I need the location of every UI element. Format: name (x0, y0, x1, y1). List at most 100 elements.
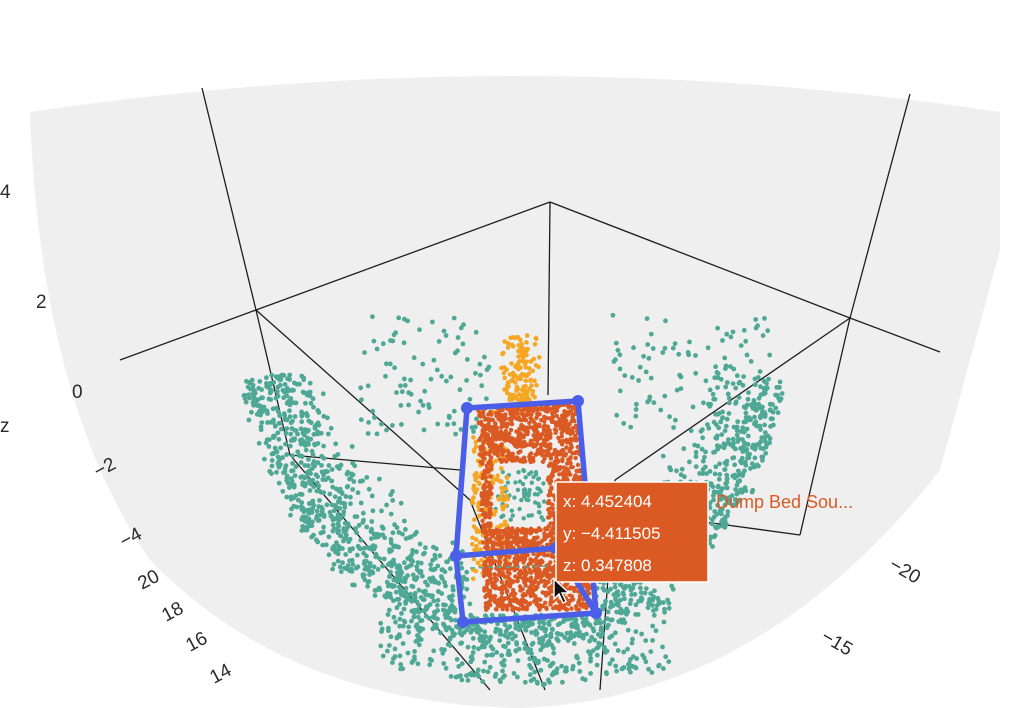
selected-object-point (575, 462, 581, 468)
background-point (645, 342, 651, 347)
background-point (391, 332, 397, 338)
background-point (269, 471, 274, 476)
background-point (421, 551, 426, 557)
background-point (740, 449, 746, 454)
background-point (298, 474, 304, 480)
background-point (767, 436, 773, 441)
background-point (470, 636, 476, 641)
background-point (477, 361, 483, 367)
background-point (343, 552, 349, 557)
selected-object-point (522, 580, 527, 585)
object-point (471, 435, 476, 440)
background-point (703, 449, 708, 455)
background-point (397, 616, 403, 622)
background-point (361, 550, 367, 556)
selected-object-point (500, 606, 505, 612)
selected-object-point (530, 539, 535, 544)
background-point (269, 458, 275, 463)
selected-object-point (573, 423, 579, 428)
selected-object-point (502, 596, 508, 601)
selected-object-point (478, 435, 483, 441)
background-point (423, 613, 429, 619)
object-point (504, 475, 510, 480)
object-point (510, 370, 516, 376)
background-point (332, 494, 338, 500)
selected-object-point (492, 426, 497, 431)
background-point (435, 580, 441, 586)
selected-object-point (564, 607, 569, 612)
background-point (431, 357, 437, 363)
background-point (749, 489, 755, 495)
background-point (758, 445, 764, 451)
selected-object-point (486, 558, 491, 563)
background-point (674, 387, 680, 393)
background-point (546, 622, 552, 628)
background-point (646, 666, 651, 672)
background-point (269, 451, 275, 457)
background-point (434, 602, 440, 608)
background-point (434, 367, 440, 373)
background-point (738, 343, 744, 348)
background-point (726, 400, 732, 406)
background-point (731, 424, 737, 430)
selected-object-point (517, 557, 522, 562)
background-point (359, 397, 364, 403)
background-point (329, 467, 335, 472)
background-point (275, 430, 281, 436)
background-point (314, 488, 320, 494)
selected-object-point (528, 587, 534, 592)
background-point (274, 469, 279, 475)
background-point (292, 380, 297, 386)
background-point (385, 612, 391, 617)
background-point (709, 517, 715, 522)
y-tick-label: −20 (886, 554, 924, 588)
selected-object-point (528, 531, 533, 536)
selected-object-point (485, 545, 491, 550)
background-point (402, 575, 408, 581)
background-point (371, 564, 377, 570)
selected-object-point (524, 429, 529, 434)
selected-object-point (565, 470, 570, 475)
background-point (302, 441, 308, 447)
background-point (548, 634, 554, 640)
object-point (491, 512, 497, 517)
background-point (517, 479, 523, 484)
background-point (511, 671, 517, 676)
background-point (439, 373, 445, 379)
background-point (282, 416, 288, 422)
background-point (529, 480, 534, 485)
background-point (346, 539, 352, 545)
background-point (390, 338, 396, 344)
background-point (285, 376, 290, 382)
background-point (370, 545, 376, 551)
selected-object-point (519, 443, 525, 448)
background-point (478, 638, 483, 643)
background-point (276, 436, 282, 442)
background-point (295, 497, 301, 503)
background-point (633, 612, 638, 617)
object-point (537, 355, 542, 360)
background-point (775, 410, 781, 416)
selected-object-point (483, 515, 488, 520)
background-point (353, 526, 358, 531)
bounding-box-vertex (572, 395, 584, 407)
background-point (415, 560, 421, 565)
background-point (435, 616, 440, 622)
background-point (418, 570, 424, 575)
background-point (735, 439, 741, 444)
object-point (471, 449, 477, 454)
background-point (269, 372, 275, 378)
background-point (402, 579, 408, 585)
background-point (333, 486, 339, 492)
background-point (479, 383, 485, 389)
background-point (541, 656, 547, 662)
selected-object-point (487, 522, 492, 528)
background-point (429, 658, 434, 663)
background-point (720, 523, 726, 529)
background-point (340, 512, 346, 518)
background-point (289, 482, 295, 487)
selected-object-point (553, 423, 559, 428)
background-point (275, 409, 281, 415)
background-point (393, 589, 399, 595)
